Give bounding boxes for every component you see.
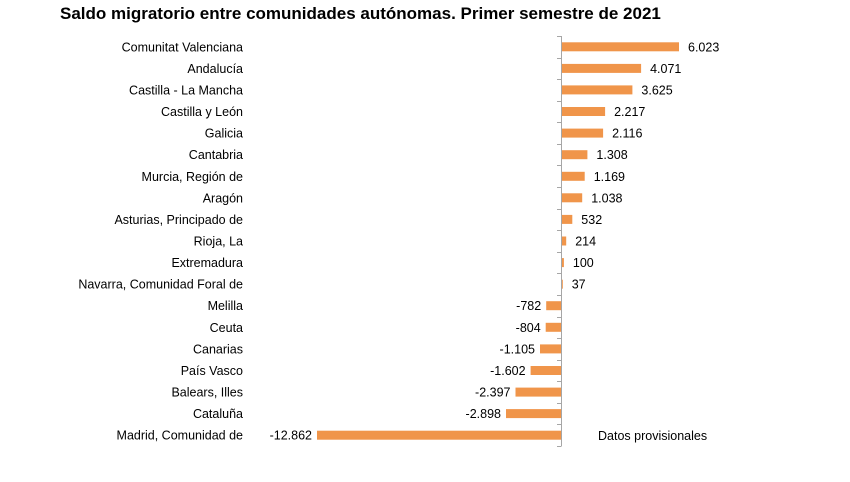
value-label: 3.625 bbox=[641, 83, 672, 97]
bar bbox=[530, 366, 561, 375]
bar bbox=[562, 214, 573, 224]
value-label: -2.397 bbox=[475, 386, 510, 400]
bar bbox=[506, 409, 561, 419]
value-label: -804 bbox=[516, 321, 541, 335]
category-label: Rioja, La bbox=[194, 235, 243, 249]
bar bbox=[546, 301, 561, 311]
bar bbox=[562, 193, 583, 203]
value-label: 214 bbox=[575, 235, 596, 249]
value-label: 37 bbox=[572, 278, 586, 292]
category-label: Canarias bbox=[193, 342, 243, 356]
value-label: 100 bbox=[573, 256, 594, 270]
category-label: Madrid, Comunidad de bbox=[117, 429, 244, 443]
bar bbox=[562, 279, 563, 289]
value-label: -1.602 bbox=[490, 364, 525, 378]
value-label: -1.105 bbox=[500, 342, 535, 356]
value-label: -12.862 bbox=[270, 429, 312, 443]
category-label: Extremadura bbox=[171, 256, 243, 270]
value-label: 1.169 bbox=[594, 170, 625, 184]
bar bbox=[562, 258, 564, 268]
bar bbox=[562, 128, 604, 138]
value-label: 1.308 bbox=[596, 148, 627, 162]
value-label: -2.898 bbox=[466, 407, 501, 421]
bar bbox=[317, 430, 561, 440]
bar bbox=[562, 85, 633, 95]
category-label: Asturias, Principado de bbox=[114, 213, 243, 227]
category-label: Navarra, Comunidad Foral de bbox=[78, 278, 243, 292]
bar bbox=[545, 322, 561, 332]
category-label: País Vasco bbox=[181, 364, 243, 378]
bar bbox=[540, 344, 561, 354]
category-label: Andalucía bbox=[187, 62, 243, 76]
category-label: Castilla - La Mancha bbox=[129, 83, 243, 97]
category-label: Comunitat Valenciana bbox=[122, 40, 243, 54]
bar bbox=[562, 171, 585, 181]
bar bbox=[562, 236, 567, 246]
value-label: 4.071 bbox=[650, 62, 681, 76]
chart-note: Datos provisionales bbox=[598, 429, 708, 443]
value-label: 1.038 bbox=[591, 191, 622, 205]
bar bbox=[562, 150, 588, 160]
category-label: Aragón bbox=[203, 191, 243, 205]
bar bbox=[562, 107, 606, 116]
chart-title: Saldo migratorio entre comunidades autón… bbox=[60, 4, 661, 23]
value-label: -782 bbox=[516, 299, 541, 313]
category-label: Galicia bbox=[205, 127, 243, 141]
category-label: Castilla y León bbox=[161, 105, 243, 119]
value-label: 6.023 bbox=[688, 40, 719, 54]
category-label: Ceuta bbox=[210, 321, 243, 335]
category-label: Melilla bbox=[208, 299, 243, 313]
value-label: 2.217 bbox=[614, 105, 645, 119]
category-label: Cantabria bbox=[189, 148, 243, 162]
category-label: Balears, Illes bbox=[171, 386, 243, 400]
category-label: Murcia, Región de bbox=[142, 170, 243, 184]
value-label: 532 bbox=[581, 213, 602, 227]
bar bbox=[515, 387, 561, 397]
category-label: Cataluña bbox=[193, 407, 243, 421]
bar bbox=[562, 42, 679, 52]
bar bbox=[562, 63, 642, 73]
value-label: 2.116 bbox=[612, 127, 642, 141]
